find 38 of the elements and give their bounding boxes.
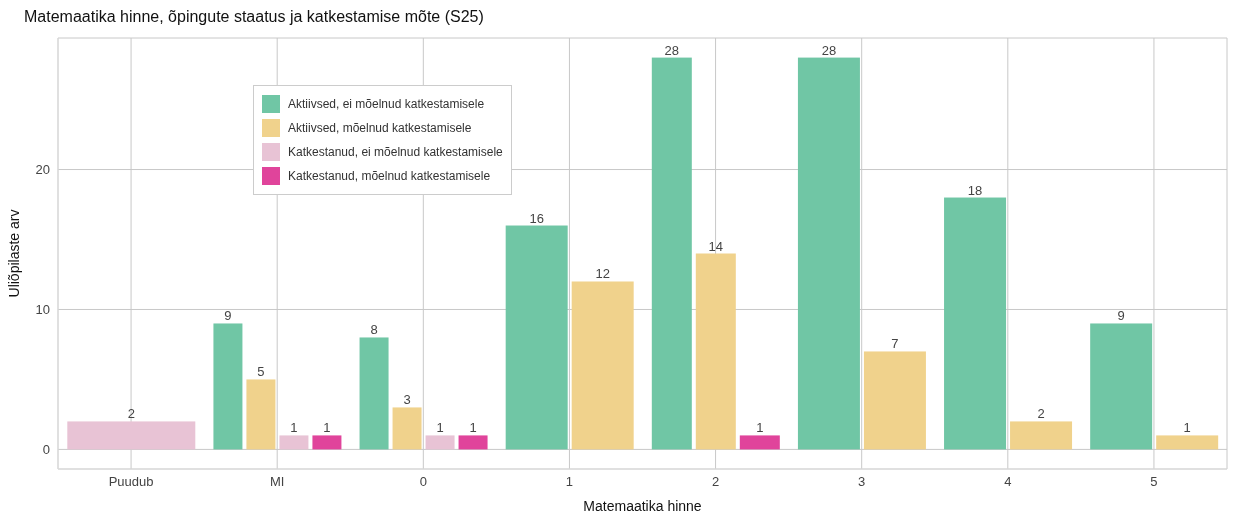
- data-label: 5: [257, 364, 265, 380]
- data-label: 16: [529, 210, 544, 226]
- legend-label: Aktiivsed, ei mõelnud katkestamisele: [288, 97, 485, 111]
- data-label: 9: [224, 308, 232, 324]
- x-axis-title: Matemaatika hinne: [583, 498, 702, 514]
- y-axis-title: Üliõpilaste arv: [4, 209, 22, 298]
- data-label: 1: [1183, 420, 1191, 436]
- data-label: 2: [127, 406, 135, 422]
- x-tick-label: 5: [1150, 474, 1158, 490]
- data-label: 1: [436, 420, 444, 436]
- x-tick-label: 0: [419, 474, 427, 490]
- data-label: 7: [891, 336, 899, 352]
- data-label: 12: [595, 266, 610, 282]
- data-label: 1: [290, 420, 298, 436]
- data-label: 2: [1037, 406, 1045, 422]
- x-tick-label: 3: [858, 474, 866, 490]
- data-label: 1: [323, 420, 331, 436]
- data-label: 9: [1117, 308, 1125, 324]
- data-label: 3: [403, 392, 411, 408]
- data-label: 1: [756, 420, 764, 436]
- legend-label: Katkestanud, ei mõelnud katkestamisele: [288, 145, 503, 159]
- x-tick-label: 1: [565, 474, 574, 490]
- data-label: 28: [664, 42, 680, 58]
- x-tick-label: 4: [1004, 474, 1012, 490]
- y-tick-label: 20: [35, 162, 50, 178]
- data-label: 28: [821, 42, 837, 58]
- data-label: 1: [469, 420, 477, 436]
- x-tick-label: MI: [269, 474, 285, 490]
- data-label: 8: [370, 322, 378, 338]
- legend-label: Aktiivsed, mõelnud katkestamisele: [288, 121, 472, 135]
- y-tick-label: 10: [35, 302, 50, 318]
- x-tick-label: Puudub: [108, 474, 154, 490]
- x-tick-label: 2: [711, 474, 720, 490]
- chart-title: Matemaatika hinne, õpingute staatus ja katkestamise mõte (S25): [24, 8, 484, 26]
- data-label: 14: [708, 238, 724, 254]
- y-tick-label: 0: [42, 442, 50, 458]
- data-label: 18: [967, 182, 983, 198]
- legend-label: Katkestanud, mõelnud katkestamisele: [288, 169, 491, 183]
